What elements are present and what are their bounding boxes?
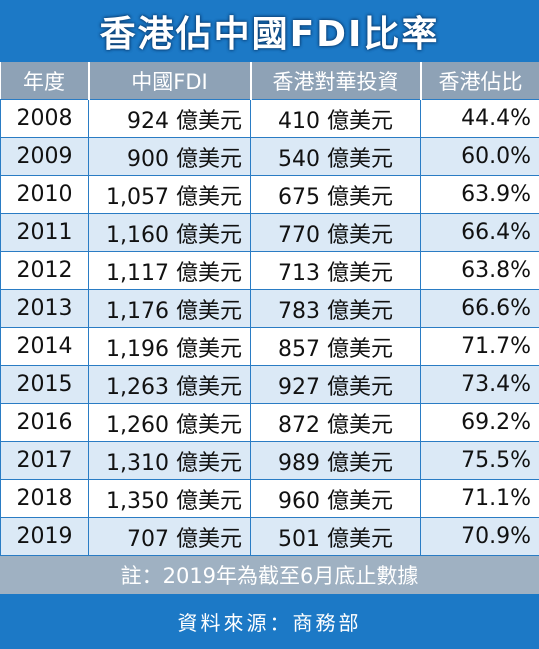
table-cell: 1,176 億美元: [88, 289, 251, 328]
table-cell: 2017: [0, 441, 89, 480]
table-cell: 66.6%: [420, 289, 539, 328]
header-cell: 中國FDI: [87, 62, 251, 100]
table-row: 2019 707 億美元 501 億美元 70.9%: [0, 517, 539, 556]
table-cell: 410 億美元: [250, 99, 421, 138]
table-cell: 2019: [0, 517, 89, 556]
table-row: 2012 1,117 億美元 713 億美元 63.8%: [0, 251, 539, 290]
table-cell: 857 億美元: [250, 327, 421, 366]
table-cell: 872 億美元: [250, 403, 421, 442]
table-cell: 2015: [0, 365, 89, 404]
table-row: 2016 1,260 億美元 872 億美元 69.2%: [0, 403, 539, 442]
table-cell: 770 億美元: [250, 213, 421, 252]
table-cell: 501 億美元: [250, 517, 421, 556]
table-cell: 63.9%: [420, 175, 539, 214]
table-cell: 1,057 億美元: [88, 175, 251, 214]
table-cell: 540 億美元: [250, 137, 421, 176]
table-cell: 713 億美元: [250, 251, 421, 290]
table-cell: 63.8%: [420, 251, 539, 290]
table-cell: 1,260 億美元: [88, 403, 251, 442]
table-row: 2013 1,176 億美元 783 億美元 66.6%: [0, 289, 539, 328]
table-cell: 73.4%: [420, 365, 539, 404]
table-row: 2011 1,160 億美元 770 億美元 66.4%: [0, 213, 539, 252]
table-cell: 69.2%: [420, 403, 539, 442]
table-cell: 1,117 億美元: [88, 251, 251, 290]
table-row: 2015 1,263 億美元 927 億美元 73.4%: [0, 365, 539, 404]
table-cell: 989 億美元: [250, 441, 421, 480]
source: 資料來源：商務部: [0, 594, 539, 649]
table-cell: 2008: [0, 99, 89, 138]
table-cell: 1,160 億美元: [88, 213, 251, 252]
header-cell: 年度: [0, 62, 89, 100]
note: 註：2019年為截至6月底止數據: [0, 556, 539, 594]
table-cell: 71.7%: [420, 327, 539, 366]
table-cell: 70.9%: [420, 517, 539, 556]
table-cell: 924 億美元: [88, 99, 251, 138]
table-row: 2014 1,196 億美元 857 億美元 71.7%: [0, 327, 539, 366]
table-cell: 60.0%: [420, 137, 539, 176]
table-cell: 2011: [0, 213, 89, 252]
table-row: 2010 1,057 億美元 675 億美元 63.9%: [0, 175, 539, 214]
table-row: 2008 924 億美元 410 億美元 44.4%: [0, 99, 539, 138]
header-cell: 香港對華投資: [249, 62, 421, 100]
table-row: 2009 900 億美元 540 億美元 60.0%: [0, 137, 539, 176]
table-cell: 2014: [0, 327, 89, 366]
table-cell: 960 億美元: [250, 479, 421, 518]
table-cell: 900 億美元: [88, 137, 251, 176]
table-row: 2017 1,310 億美元 989 億美元 75.5%: [0, 441, 539, 480]
table-cell: 44.4%: [420, 99, 539, 138]
title: 香港佔中國FDI比率: [0, 0, 539, 62]
table-cell: 2018: [0, 479, 89, 518]
table-row: 2018 1,350 億美元 960 億美元 71.1%: [0, 479, 539, 518]
table-cell: 2012: [0, 251, 89, 290]
table-cell: 1,350 億美元: [88, 479, 251, 518]
table-cell: 2010: [0, 175, 89, 214]
table-cell: 2009: [0, 137, 89, 176]
table-cell: 707 億美元: [88, 517, 251, 556]
header-row: 年度 中國FDI 香港對華投資 香港佔比: [0, 62, 539, 100]
table-cell: 71.1%: [420, 479, 539, 518]
table-cell: 75.5%: [420, 441, 539, 480]
table-cell: 783 億美元: [250, 289, 421, 328]
data-table: 年度 中國FDI 香港對華投資 香港佔比 2008 924 億美元 410 億美元 44.4…: [0, 62, 539, 556]
table-cell: 1,263 億美元: [88, 365, 251, 404]
header-cell: 香港佔比: [419, 62, 539, 100]
table-cell: 1,196 億美元: [88, 327, 251, 366]
table-cell: 1,310 億美元: [88, 441, 251, 480]
table-cell: 927 億美元: [250, 365, 421, 404]
table-cell: 66.4%: [420, 213, 539, 252]
table-cell: 2013: [0, 289, 89, 328]
table-cell: 675 億美元: [250, 175, 421, 214]
table-cell: 2016: [0, 403, 89, 442]
table-body: 2008 924 億美元 410 億美元 44.4% 2009 900 億美元 540 億美…: [0, 99, 539, 556]
